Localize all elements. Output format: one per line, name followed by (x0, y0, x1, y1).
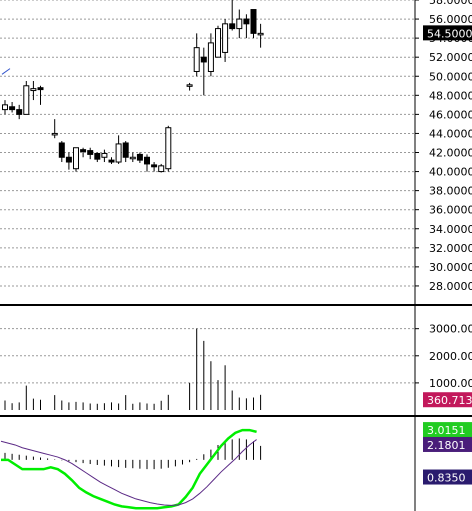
price-tick-label: 32.0000 (429, 242, 472, 255)
candle-body (144, 156, 150, 165)
price-tick-label: 58.0000 (429, 0, 472, 7)
signal-value-tag-text: 2.1801 (427, 439, 466, 452)
histogram-value-tag-text: 0.8350 (427, 472, 466, 485)
price-tick-label: 28.0000 (429, 280, 472, 293)
price-tick-label: 34.0000 (429, 223, 472, 236)
signal-value-tag: 2.1801 (423, 436, 472, 452)
volume-value-tag-text: 360.7130 (427, 394, 472, 407)
macd-panel (0, 428, 262, 510)
macd-value-tag-bg (423, 422, 472, 438)
candle-body (215, 28, 221, 58)
candle-body (58, 142, 65, 158)
candle-body (129, 156, 136, 160)
price-tick-label: 52.0000 (429, 51, 472, 64)
candle-body (9, 106, 16, 111)
candle-body (243, 18, 250, 25)
candle-body (80, 149, 87, 153)
signal-value-tag-bg (423, 436, 472, 452)
price-axis: 28.0000 30.0000 32.0000 34.0000 36.0000 38.00… (415, 0, 472, 390)
candle-body (65, 156, 72, 163)
candle-body (257, 32, 264, 36)
histogram-value-tag-bg (423, 469, 472, 485)
candle-body (193, 47, 200, 72)
candle-body (87, 150, 94, 155)
last-price-tag: 54.5000 (423, 25, 472, 41)
price-tick-label: 38.0000 (429, 185, 472, 198)
price-tick-label: 36.0000 (429, 204, 472, 217)
value-tags: 54.5000 360.7130 3.0151 2.1801 0.8350 (423, 25, 472, 485)
histogram-value-tag: 0.8350 (423, 469, 472, 485)
price-tick-label: 46.0000 (429, 108, 472, 121)
candle-body (108, 159, 115, 163)
candle-body (122, 142, 129, 158)
candle-body (207, 42, 214, 72)
price-tick-label: 40.0000 (429, 166, 472, 179)
volume-tick-label: 1000.0000 (429, 377, 472, 390)
volume-value-tag: 360.7130 (423, 392, 472, 408)
candle-body (30, 88, 37, 92)
candle-body (51, 132, 58, 136)
price-panel (1, 0, 264, 173)
candle-body (94, 152, 101, 160)
price-tick-label: 30.0000 (429, 261, 472, 274)
macd-value-tag-text: 3.0151 (427, 424, 466, 437)
candle-body (23, 85, 30, 115)
signal-line (0, 439, 257, 506)
price-tick-label: 50.0000 (429, 70, 472, 83)
candle-body (16, 109, 23, 115)
price-tick-label: 48.0000 (429, 89, 472, 102)
candle-body (37, 87, 44, 91)
candle-body (186, 84, 193, 87)
grid-lines (0, 0, 415, 384)
volume-panel (4, 328, 262, 410)
candle-body (2, 104, 8, 111)
candle-body (101, 152, 108, 158)
candle-body (236, 18, 243, 30)
price-tick-label: 42.0000 (429, 147, 472, 160)
volume-value-tag-bg (423, 392, 472, 408)
candle-body (115, 143, 122, 163)
candle-body (229, 23, 236, 30)
last-price-tag-text: 54.5000 (427, 27, 472, 40)
price-tick-label: 44.0000 (429, 127, 472, 140)
candle-body (165, 127, 172, 170)
candle-body (222, 23, 229, 53)
candle-body (151, 164, 158, 168)
volume-tick-label: 3000.0000 (429, 323, 472, 336)
candle-body (200, 56, 207, 63)
candle-body (136, 153, 143, 161)
macd-line (1, 428, 257, 510)
price-tick-label: 56.0000 (429, 13, 472, 26)
volume-tick-label: 2000.0000 (429, 350, 472, 363)
candle-body (73, 147, 79, 170)
macd-value-tag: 3.0151 (423, 422, 472, 438)
candle-body (250, 9, 257, 34)
indicator-line-fragment (1, 68, 11, 75)
candle-body (158, 165, 165, 173)
last-price-tag-bg (423, 25, 472, 41)
